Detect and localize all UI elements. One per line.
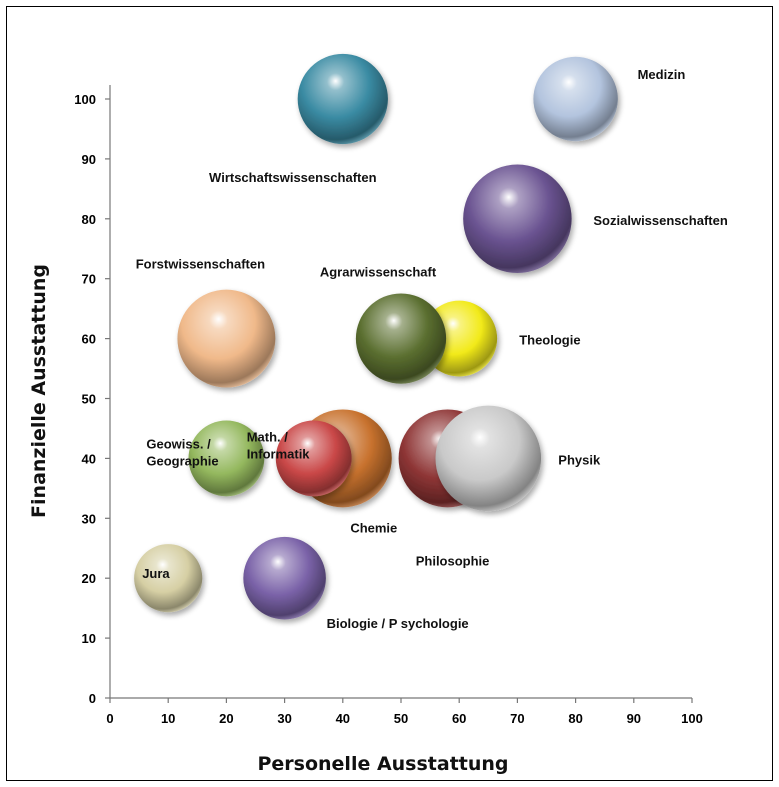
- bubble: [243, 536, 326, 620]
- y-tick-label: 20: [82, 571, 96, 586]
- y-axis-title: Finanzielle Ausstattung: [28, 264, 50, 518]
- bubble-labels: Wirtschaftswissenschaften Medizin Sozialwi…: [136, 67, 728, 631]
- y-tick-label: 0: [89, 691, 96, 706]
- x-tick-label: 30: [277, 711, 291, 726]
- x-tick-label: 60: [452, 711, 466, 726]
- x-tick-label: 100: [681, 711, 703, 726]
- bubble-label: Wirtschaftswissenschaften: [209, 170, 377, 185]
- bubble-label: Math. / Informatik: [247, 429, 311, 461]
- y-tick-label: 60: [82, 332, 96, 347]
- bubble: [533, 56, 618, 142]
- bubble-label: Theologie: [519, 333, 580, 348]
- x-axis-title: Personelle Ausstattung: [257, 753, 508, 775]
- x-tick-label: 70: [510, 711, 524, 726]
- y-tick-label: 100: [74, 92, 96, 107]
- bubble-label: Philosophie: [416, 553, 490, 568]
- bubble-label: Sozialwissenschaften: [593, 213, 727, 228]
- bubble-label: Physik: [558, 452, 601, 467]
- bubble-label: Medizin: [638, 67, 686, 82]
- chart-frame: 0 10 20 30 40 50 60 70 80 90 100 0 10 20 30 40 50 60 70 80 9…: [6, 6, 773, 781]
- bubble-label: Agrarwissenschaft: [320, 265, 437, 280]
- y-tick-label: 30: [82, 511, 96, 526]
- x-tick-label: 0: [106, 711, 113, 726]
- bubble-label: Geowiss. / Geographie: [146, 436, 218, 468]
- bubble: [297, 53, 388, 145]
- bubble-label: Chemie: [350, 520, 397, 535]
- bubble-chart: 0 10 20 30 40 50 60 70 80 90 100 0 10 20 30 40 50 60 70 80 9…: [28, 53, 728, 775]
- bubble-label: Forstwissenschaften: [136, 257, 265, 272]
- bubble: [275, 420, 352, 497]
- y-tick-label: 80: [82, 212, 96, 227]
- bubble: [435, 405, 542, 512]
- x-tick-label: 80: [568, 711, 582, 726]
- y-tick-label: 50: [82, 392, 96, 407]
- x-tick-label: 40: [336, 711, 350, 726]
- bubble-label: Jura: [142, 566, 170, 581]
- y-tick-label: 40: [82, 451, 96, 466]
- y-tick-label: 10: [82, 631, 96, 646]
- y-tick-label: 90: [82, 152, 96, 167]
- bubble: [355, 293, 447, 384]
- bubble: [188, 420, 265, 497]
- bubble: [463, 164, 572, 274]
- x-tick-label: 90: [627, 711, 641, 726]
- x-tick-label: 10: [161, 711, 175, 726]
- bubble-label: Biologie / P sychologie: [327, 616, 469, 631]
- x-tick-label: 20: [219, 711, 233, 726]
- x-tick-label: 50: [394, 711, 408, 726]
- bubbles: [134, 53, 618, 620]
- bubble: [134, 544, 203, 613]
- y-tick-label: 70: [82, 272, 96, 287]
- bubble: [177, 289, 276, 388]
- axes: 0 10 20 30 40 50 60 70 80 90 100 0 10 20 30 40 50 60 70 80 9…: [74, 85, 703, 726]
